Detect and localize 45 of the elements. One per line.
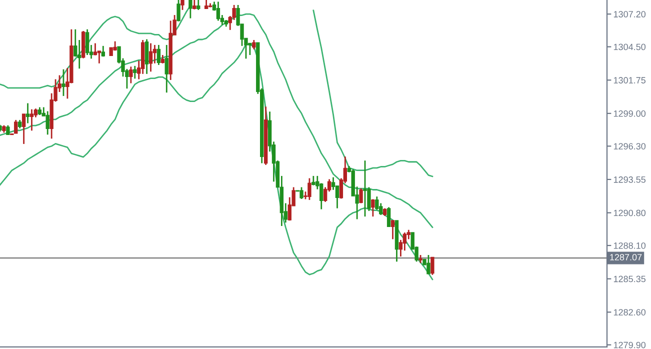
y-tick-label: 1304.50	[614, 44, 646, 50]
candlestick	[176, 0, 180, 22]
candlestick	[363, 160, 367, 218]
candlestick	[85, 28, 90, 56]
candlestick	[133, 65, 137, 80]
candlestick	[14, 119, 18, 134]
candlestick	[216, 1, 220, 22]
candlestick	[144, 38, 149, 75]
y-tick-label: 1290.80	[614, 210, 646, 216]
y-tick-label: 1288.10	[614, 242, 646, 249]
candlestick	[46, 110, 50, 136]
y-tick-label: 1285.35	[614, 276, 646, 282]
y-tick-label: 1301.75	[614, 77, 646, 84]
candlestick	[6, 124, 10, 136]
ref-line-label: 1287.07	[610, 254, 642, 260]
candlestick	[164, 44, 168, 94]
candlestick	[62, 68, 66, 97]
candlestick	[30, 108, 34, 132]
candlestick	[196, 0, 200, 11]
candlestick	[386, 206, 391, 228]
candlestick	[308, 178, 312, 201]
candlestick	[156, 44, 161, 66]
candlestick	[252, 39, 256, 50]
candlestick	[312, 175, 316, 186]
candlestick	[300, 186, 304, 200]
y-tick-label: 1307.20	[614, 11, 646, 18]
candlestick	[129, 66, 133, 84]
y-tick-label: 1299.00	[614, 110, 646, 117]
candlestick	[148, 42, 153, 72]
candlestick	[359, 188, 363, 204]
candlestick	[430, 256, 434, 276]
candlestick	[371, 198, 375, 218]
candlestick	[192, 0, 196, 10]
candlestick	[188, 0, 192, 19]
y-tick-label: 1282.60	[614, 309, 646, 316]
y-tick-label: 1293.55	[614, 176, 646, 183]
candlestick	[78, 39, 82, 70]
candlestick	[180, 0, 184, 11]
candlestick	[26, 102, 30, 124]
candlestick	[375, 196, 379, 211]
candlestick	[390, 220, 395, 240]
y-tick-label: 1279.90	[614, 342, 646, 348]
candlestick	[22, 113, 26, 145]
candlestick	[426, 254, 430, 275]
y-tick-label: 1296.30	[614, 143, 646, 150]
